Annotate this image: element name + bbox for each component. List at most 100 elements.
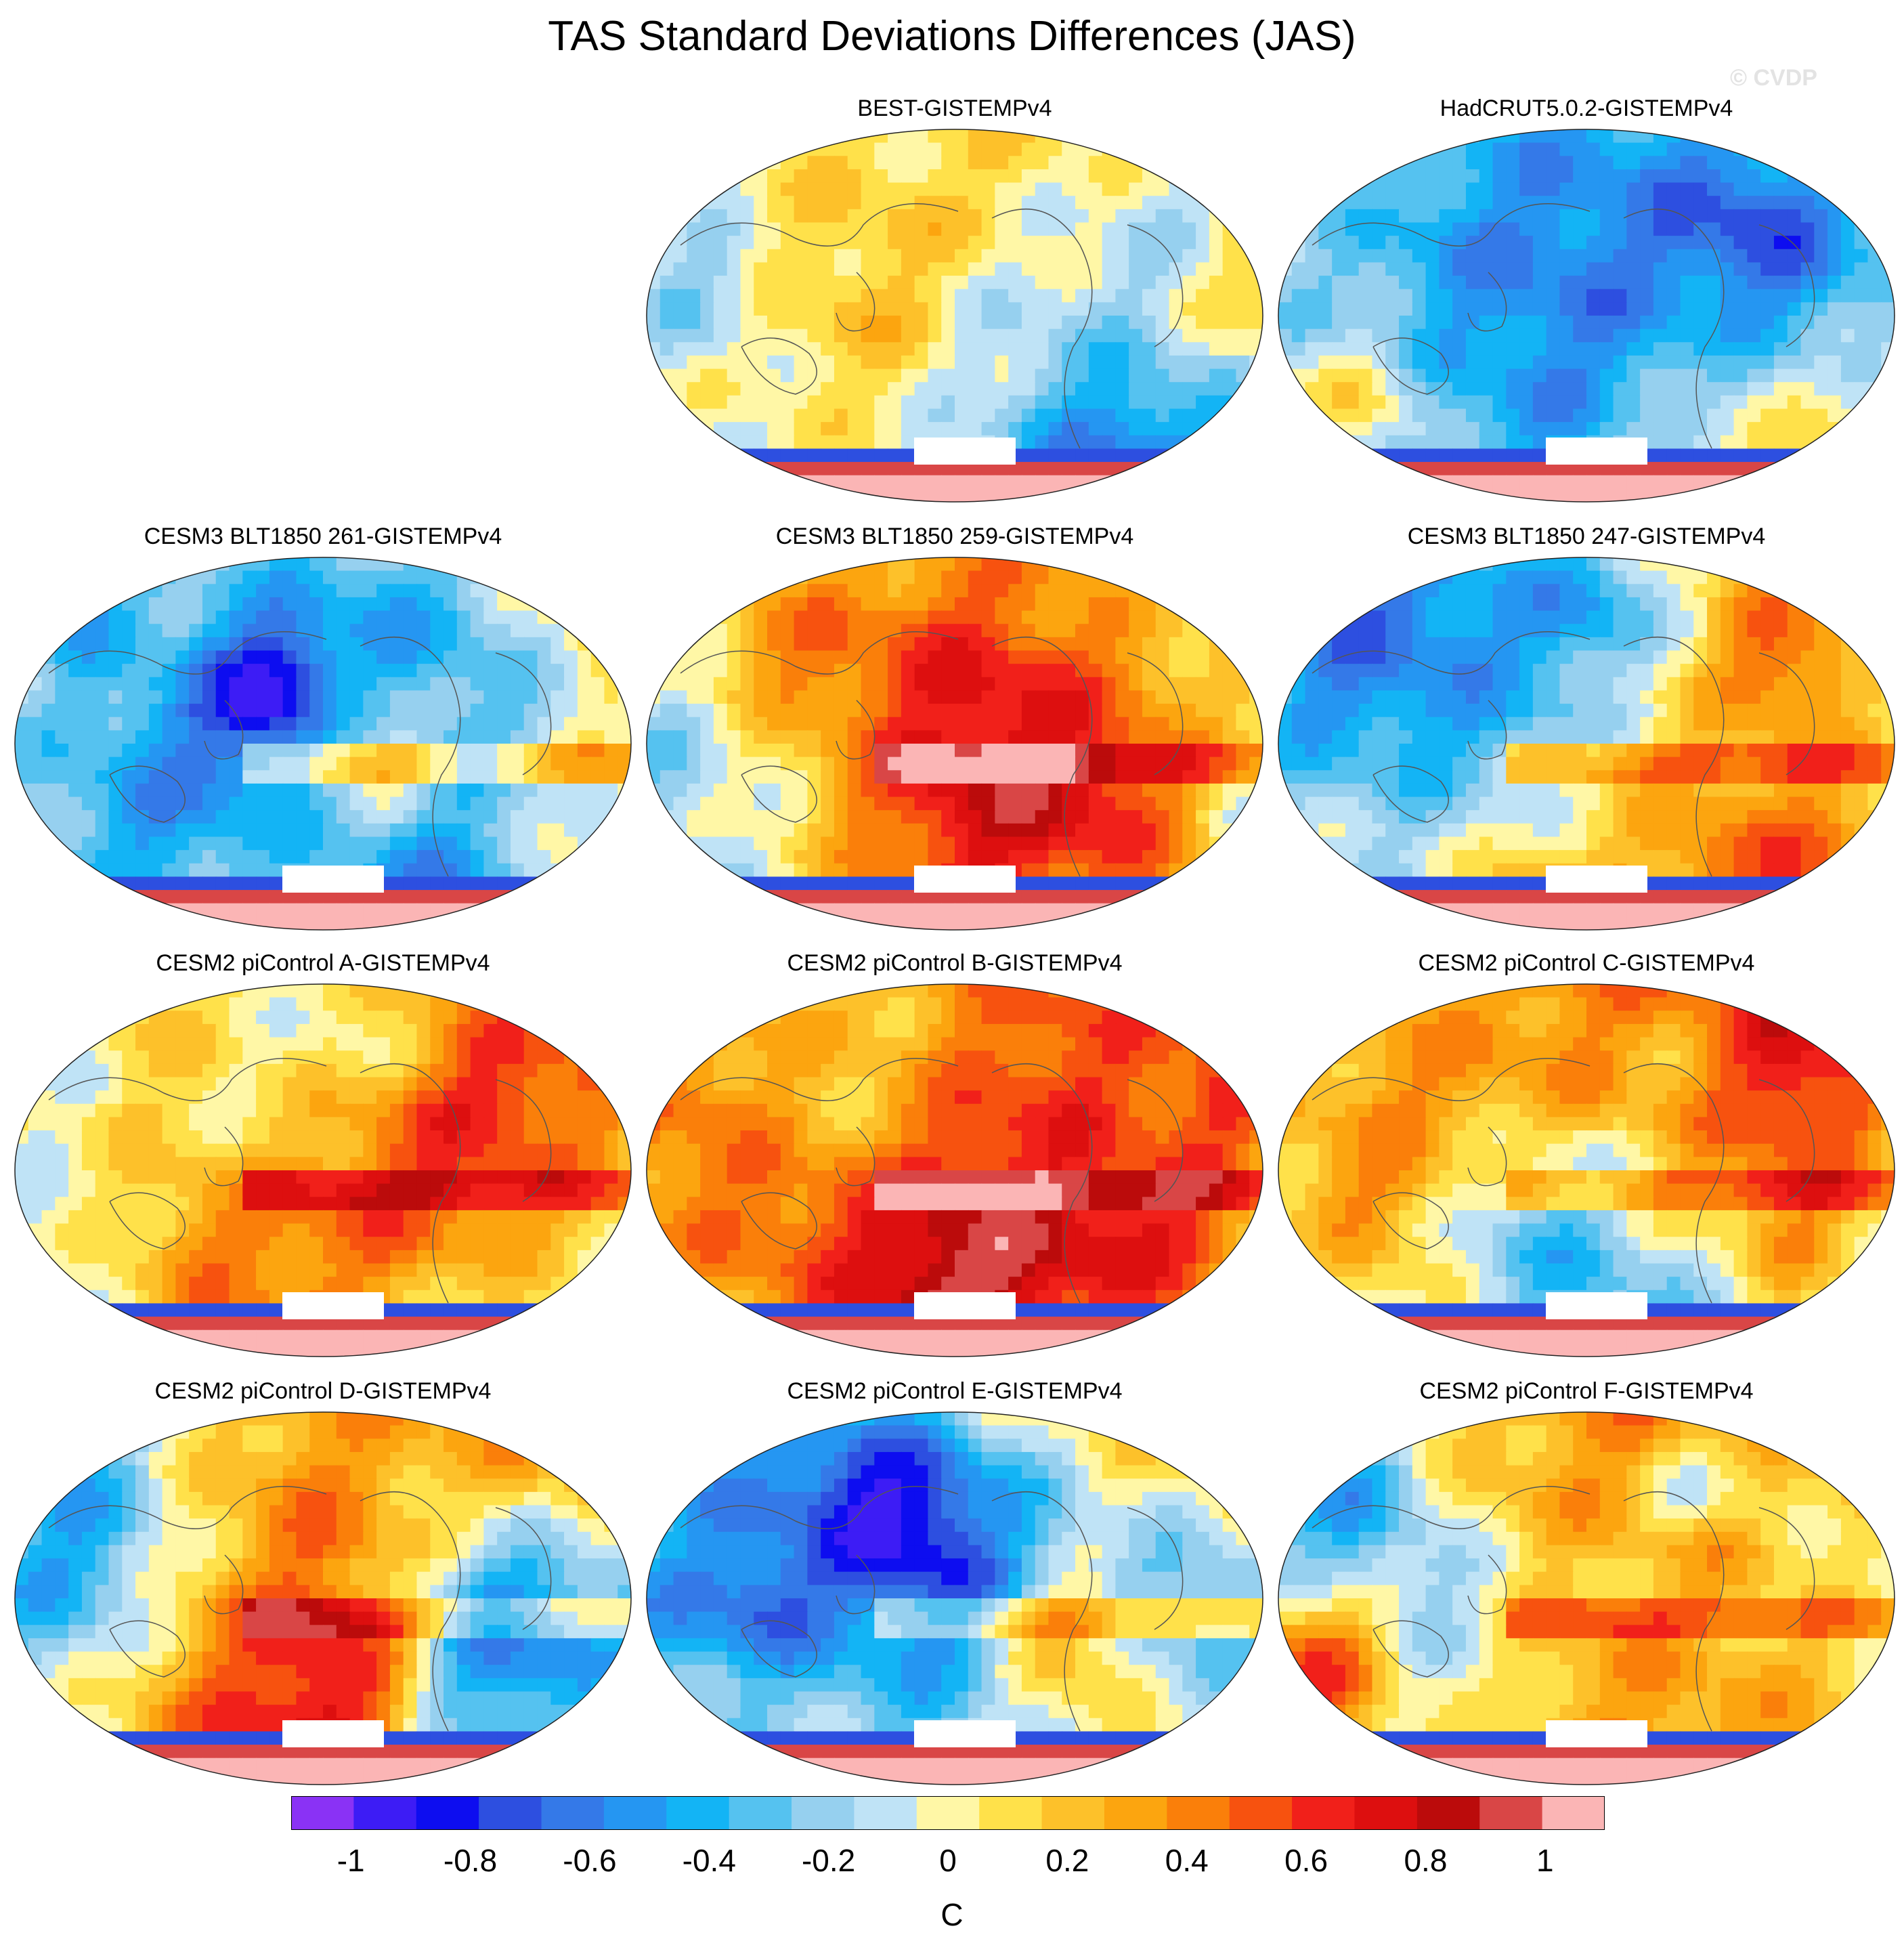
map-cell	[443, 610, 458, 625]
map-cell	[847, 863, 862, 878]
map-cell	[780, 637, 795, 652]
map-cell	[1318, 448, 1333, 463]
map-cell	[510, 610, 525, 625]
map-cell	[68, 664, 83, 678]
map-cell	[794, 368, 808, 383]
map-cell	[215, 664, 230, 678]
map-cell	[1129, 744, 1143, 758]
map-cell	[1035, 422, 1050, 436]
map-cell	[577, 810, 592, 824]
map-cell	[1613, 156, 1628, 170]
map-cell	[1075, 717, 1089, 731]
map-cell	[1196, 624, 1210, 638]
map-cell	[41, 624, 56, 638]
map-cell	[1008, 650, 1022, 664]
map-cell	[1546, 249, 1561, 263]
map-cell	[1209, 488, 1224, 502]
map-cell	[995, 850, 1009, 864]
map-cell	[888, 704, 902, 718]
panel-title: CESM3 BLT1850 261-GISTEMPv4	[144, 524, 502, 549]
map-cell	[659, 584, 674, 598]
map-cell	[955, 462, 969, 476]
map-cell	[754, 262, 768, 276]
map-cell	[1035, 276, 1050, 290]
map-cell	[1129, 677, 1143, 691]
map-cell	[1035, 222, 1050, 236]
map-cell	[430, 757, 444, 771]
map-cell	[1586, 316, 1601, 330]
map-cell	[847, 382, 862, 396]
map-cell	[604, 624, 619, 638]
map-cell	[1129, 448, 1143, 463]
map-cell	[590, 664, 605, 678]
map-cell	[968, 196, 982, 210]
map-cell	[1236, 488, 1251, 502]
map-cell	[1249, 368, 1263, 383]
map-cell	[269, 624, 284, 638]
map-cell	[1169, 810, 1184, 824]
map-cell	[901, 677, 915, 691]
map-cell	[713, 744, 728, 758]
map-cell	[901, 650, 915, 664]
map-cell	[309, 704, 324, 718]
map-cell	[1291, 408, 1306, 423]
map-cell	[618, 610, 631, 625]
map-cell	[363, 903, 377, 918]
map-cell	[1707, 355, 1721, 370]
map-cell	[1399, 169, 1413, 184]
map-cell	[577, 650, 592, 664]
map-cell	[1209, 368, 1224, 383]
map-cell	[1613, 289, 1628, 303]
map-cell	[1142, 488, 1156, 502]
map-cell	[1008, 557, 1022, 572]
map-cell	[1640, 289, 1654, 303]
map-cell	[1760, 328, 1775, 343]
map-cell	[577, 783, 592, 798]
map-cell	[1035, 823, 1050, 838]
map-cell	[1452, 276, 1467, 290]
map-cell	[1707, 276, 1721, 290]
map-cell	[1546, 129, 1561, 144]
map-cell	[1372, 368, 1387, 383]
map-cell	[673, 249, 688, 263]
map-cell	[767, 142, 781, 157]
map-cell	[1412, 249, 1427, 263]
map-cell	[687, 448, 701, 463]
map-cell	[68, 783, 83, 798]
map-cell	[1773, 382, 1788, 396]
map-cell	[1278, 475, 1293, 490]
map-cell	[847, 557, 862, 572]
map-cell	[1291, 302, 1306, 316]
map-cell	[1305, 395, 1320, 410]
map-cell	[1305, 289, 1320, 303]
map-cell	[981, 395, 996, 410]
map-cell	[1249, 382, 1263, 396]
map-cell	[1062, 690, 1076, 704]
map-cell	[1385, 209, 1400, 223]
map-cell	[1412, 342, 1427, 356]
map-cell	[1412, 408, 1427, 423]
map-cell	[1800, 169, 1815, 184]
map-cell	[403, 744, 418, 758]
map-cell	[1169, 783, 1184, 798]
map-cell	[389, 730, 404, 744]
map-cell	[1345, 169, 1360, 184]
map-cell	[363, 744, 377, 758]
map-cell	[389, 624, 404, 638]
map-cell	[1546, 395, 1561, 410]
map-cell	[1305, 169, 1320, 184]
map-cell	[1209, 302, 1224, 316]
map-cell	[821, 717, 835, 731]
map-cell	[1640, 209, 1654, 223]
map-cell	[1008, 289, 1022, 303]
map-cell	[955, 624, 969, 638]
map-cell	[1305, 249, 1320, 263]
map-cell	[1372, 422, 1387, 436]
map-cell	[1787, 289, 1802, 303]
map-cell	[296, 677, 311, 691]
map-cell	[888, 129, 902, 144]
map-cell	[659, 262, 674, 276]
map-cell	[55, 624, 69, 638]
map-cell	[1800, 475, 1815, 490]
map-cell	[604, 850, 619, 864]
